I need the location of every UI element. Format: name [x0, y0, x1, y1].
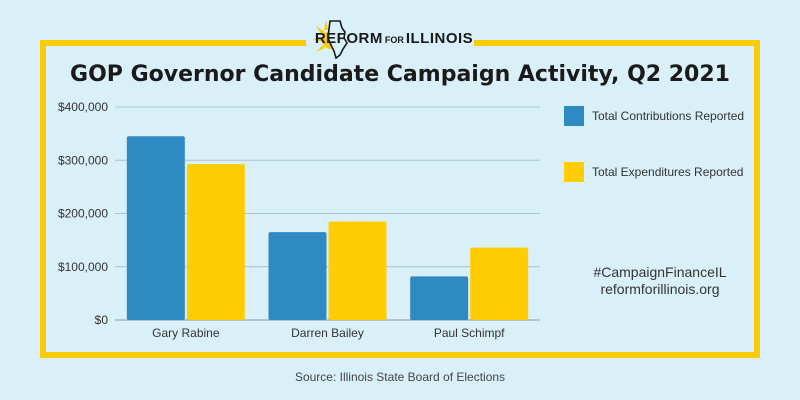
bar-contributions — [126, 136, 185, 320]
logo-word-illinois: ILLINOIS — [405, 30, 474, 47]
y-tick-label: $400,000 — [58, 100, 108, 114]
logo-word-reform: REFORM — [314, 30, 383, 47]
website-text: reformforillinois.org — [600, 281, 720, 297]
bar-expenditures — [186, 163, 245, 320]
x-tick-label: Paul Schimpf — [434, 326, 505, 340]
gridlines — [115, 106, 540, 321]
hashtag-text: #CampaignFinanceIL — [593, 264, 727, 280]
y-axis-tick-labels: $0 $100,000 $200,000 $300,000 $400,000 — [58, 100, 108, 327]
bar-contributions — [410, 276, 469, 320]
bars — [126, 136, 529, 320]
legend-item-contributions: Total Contributions Reported — [564, 106, 744, 126]
y-tick-label: $300,000 — [58, 153, 108, 167]
legend-label-contributions: Total Contributions Reported — [592, 109, 745, 123]
chart-title: GOP Governor Candidate Campaign Activity… — [70, 62, 730, 87]
legend-label-expenditures: Total Expenditures Reported — [592, 165, 744, 179]
x-tick-label: Gary Rabine — [152, 326, 220, 340]
bar-expenditures — [470, 247, 529, 320]
y-tick-label: $0 — [95, 313, 109, 327]
legend-swatch-expenditures — [564, 162, 584, 182]
y-tick-label: $100,000 — [58, 260, 108, 274]
bar-expenditures — [328, 221, 387, 320]
logo-word-for: FOR — [384, 35, 404, 45]
bar-contributions — [268, 232, 327, 320]
logo-wordmark: REFORM FOR ILLINOIS — [315, 30, 473, 48]
illinois-sun-icon — [312, 20, 348, 60]
x-tick-label: Darren Bailey — [291, 326, 364, 340]
y-tick-label: $200,000 — [58, 207, 108, 221]
legend-swatch-contributions — [564, 106, 584, 126]
reform-for-illinois-logo: REFORM FOR ILLINOIS — [306, 14, 474, 64]
x-axis-tick-labels: Gary Rabine Darren Bailey Paul Schimpf — [152, 326, 505, 340]
source-note: Source: Illinois State Board of Election… — [294, 370, 506, 384]
legend-item-expenditures: Total Expenditures Reported — [564, 162, 743, 182]
